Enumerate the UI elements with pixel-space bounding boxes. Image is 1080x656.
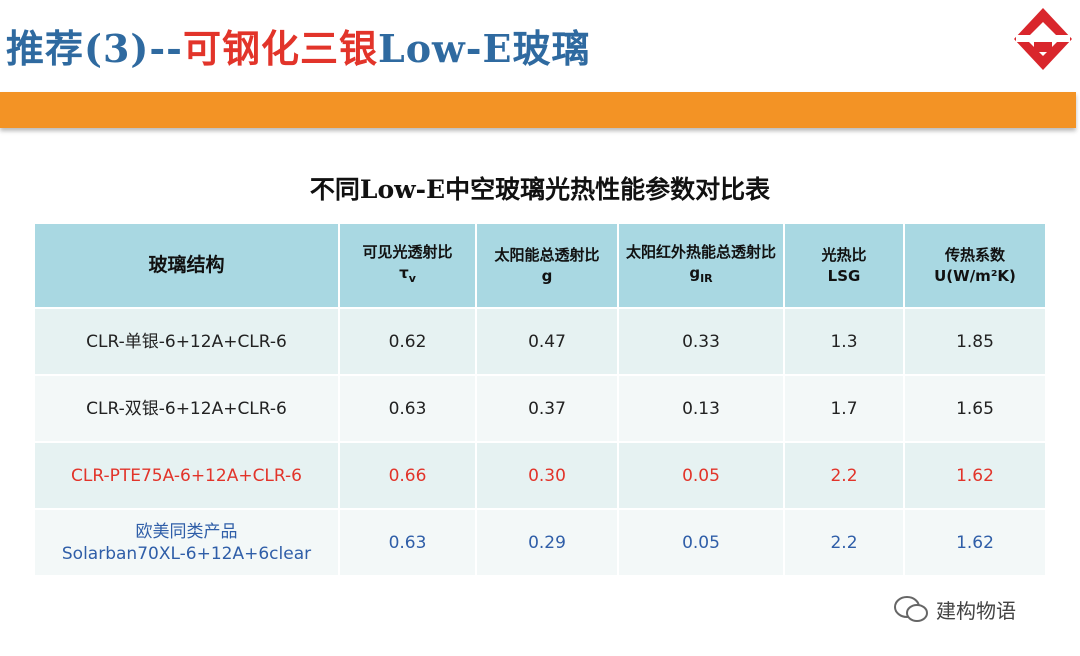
header-symbol: LSG bbox=[827, 266, 861, 285]
table-cell: 1.62 bbox=[903, 508, 1047, 577]
table-cell: 1.62 bbox=[903, 441, 1047, 510]
comparison-table: 玻璃结构 可见光透射比 τv 太阳能总透射比 g 太阳红外热能总透射比 gIR 光热比 LSG 传… bbox=[33, 222, 1047, 577]
header-cell: 传热系数 U(W/m²K) bbox=[903, 222, 1047, 309]
header-row: 玻璃结构 可见光透射比 τv 太阳能总透射比 g 太阳红外热能总透射比 gIR 光热比 LSG 传… bbox=[33, 222, 1047, 309]
wechat-icon bbox=[894, 596, 928, 622]
table-cell: 0.63 bbox=[338, 374, 477, 443]
table-cell: 0.37 bbox=[475, 374, 619, 443]
cell-text: 欧美同类产品 bbox=[135, 521, 238, 542]
cell-value: 1.85 bbox=[956, 331, 994, 352]
header-text: 太阳红外热能总透射比 bbox=[625, 243, 776, 261]
header-symbol: g bbox=[689, 264, 701, 282]
cell-value: 1.7 bbox=[830, 398, 858, 419]
orange-bar bbox=[0, 92, 1076, 128]
cell-value: 0.47 bbox=[528, 331, 566, 352]
table-cell: 0.66 bbox=[338, 441, 477, 510]
header-text: 光热比 bbox=[821, 245, 867, 264]
logo bbox=[1014, 8, 1072, 70]
table-cell: 2.2 bbox=[783, 441, 905, 510]
header-cell: 太阳红外热能总透射比 gIR bbox=[617, 222, 785, 309]
slide-title: 推荐(3)--可钢化三银Low-E玻璃 bbox=[6, 18, 590, 73]
cell-value: 0.05 bbox=[682, 532, 720, 553]
cell-text: CLR-PTE75A-6+12A+CLR-6 bbox=[71, 465, 302, 486]
cell-value: 0.62 bbox=[388, 331, 427, 352]
table-cell: 0.13 bbox=[617, 374, 785, 443]
header-text: 传热系数 bbox=[944, 245, 1005, 264]
table-cell: 0.62 bbox=[338, 307, 477, 376]
table-row: CLR-单银-6+12A+CLR-6 0.62 0.47 0.33 1.3 1.85 bbox=[33, 307, 1047, 376]
header-subscript: v bbox=[408, 272, 416, 285]
cell-value: 0.63 bbox=[388, 532, 427, 553]
cell-value: 2.2 bbox=[830, 465, 858, 486]
header-text: 玻璃结构 bbox=[148, 254, 225, 276]
table-cell: 0.05 bbox=[617, 441, 785, 510]
title-part: Low-E玻璃 bbox=[377, 26, 591, 71]
cell-value: 0.37 bbox=[528, 398, 566, 419]
table-cell: 欧美同类产品 Solarban70XL-6+12A+6clear bbox=[33, 508, 340, 577]
cell-text: CLR-双银-6+12A+CLR-6 bbox=[86, 398, 287, 419]
cell-text: CLR-单银-6+12A+CLR-6 bbox=[86, 331, 287, 352]
table-cell: 0.33 bbox=[617, 307, 785, 376]
header-symbol: g bbox=[541, 266, 553, 285]
header-symbol: U(W/m²K) bbox=[934, 266, 1016, 285]
header-subscript: IR bbox=[700, 272, 713, 285]
cell-value: 0.29 bbox=[528, 532, 566, 553]
header-cell: 太阳能总透射比 g bbox=[475, 222, 619, 309]
table-cell: 1.3 bbox=[783, 307, 905, 376]
table-cell: 1.65 bbox=[903, 374, 1047, 443]
cell-value: 0.13 bbox=[682, 398, 720, 419]
cell-value: 1.62 bbox=[956, 532, 994, 553]
cell-value: 0.63 bbox=[388, 398, 427, 419]
header-text: 可见光透射比 bbox=[362, 243, 453, 261]
cell-value: 0.66 bbox=[388, 465, 427, 486]
header-text: 太阳能总透射比 bbox=[494, 245, 600, 264]
watermark: 建构物语 bbox=[892, 594, 1016, 624]
cell-value: 1.65 bbox=[956, 398, 994, 419]
title-part: 可钢化三银 bbox=[182, 26, 378, 71]
cell-value: 0.30 bbox=[528, 465, 566, 486]
cell-value: 2.2 bbox=[830, 532, 858, 553]
table-cell: 1.85 bbox=[903, 307, 1047, 376]
title-part: 推荐(3)-- bbox=[6, 26, 183, 71]
table-cell: 0.29 bbox=[475, 508, 619, 577]
table-cell: 0.05 bbox=[617, 508, 785, 577]
table-cell: CLR-单银-6+12A+CLR-6 bbox=[33, 307, 340, 376]
table-cell: 2.2 bbox=[783, 508, 905, 577]
watermark-text: 建构物语 bbox=[936, 598, 1016, 623]
table-cell: 0.63 bbox=[338, 508, 477, 577]
cell-value: 1.3 bbox=[830, 331, 858, 352]
cell-value: 0.05 bbox=[682, 465, 720, 486]
header-cell: 可见光透射比 τv bbox=[338, 222, 477, 309]
table-cell: CLR-双银-6+12A+CLR-6 bbox=[33, 374, 340, 443]
table-cell: 0.47 bbox=[475, 307, 619, 376]
table-row: CLR-双银-6+12A+CLR-6 0.63 0.37 0.13 1.7 1.65 bbox=[33, 374, 1047, 443]
header-cell: 玻璃结构 bbox=[33, 222, 340, 309]
header-symbol: τ bbox=[399, 264, 409, 282]
cell-text: Solarban70XL-6+12A+6clear bbox=[61, 543, 312, 564]
header-cell: 光热比 LSG bbox=[783, 222, 905, 309]
table-row: CLR-PTE75A-6+12A+CLR-6 0.66 0.30 0.05 2.2 1.6… bbox=[33, 441, 1047, 510]
cell-value: 0.33 bbox=[682, 331, 720, 352]
table-title: 不同Low-E中空玻璃光热性能参数对比表 bbox=[309, 175, 771, 204]
table-cell: 0.30 bbox=[475, 441, 619, 510]
table-row: 欧美同类产品 Solarban70XL-6+12A+6clear 0.63 0.29 0… bbox=[33, 508, 1047, 577]
table-cell: 1.7 bbox=[783, 374, 905, 443]
cell-value: 1.62 bbox=[956, 465, 994, 486]
table-cell: CLR-PTE75A-6+12A+CLR-6 bbox=[33, 441, 340, 510]
